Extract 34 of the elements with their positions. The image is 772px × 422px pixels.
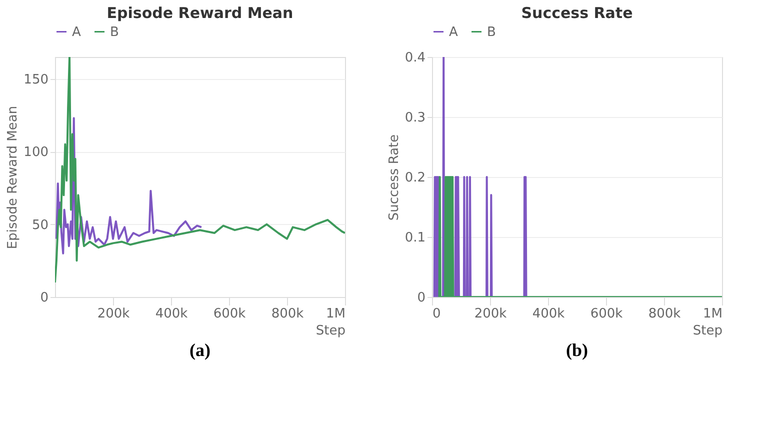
x-tick-label: 200k [474,306,508,322]
text: (b) [566,340,588,360]
legend-label: B [487,24,496,40]
y-tick-label: 0.3 [404,110,426,126]
text: (a) [190,340,210,360]
y-axis-title: Episode Reward Mean [6,106,21,250]
y-tick-label: 100 [24,145,48,160]
y-tick-label: 50 [32,218,48,233]
chart-title: Success Rate [521,4,633,22]
chart-title: Episode Reward Mean [106,4,294,22]
y-tick-label: 0.2 [404,170,426,186]
line-series [55,57,345,284]
x-axis-title: Step [692,324,722,338]
y-tick-label: 0 [417,290,426,306]
x-tick-label: 600k [213,306,246,322]
x-tick-label: 400k [532,306,566,322]
x-tick-label: 600k [590,306,624,322]
line-series [55,117,202,254]
y-axis-title: Success Rate [386,134,402,221]
legend-label: A [449,24,458,40]
x-tick-label: 1M [703,306,722,322]
x-axis-title: Step [316,324,346,338]
x-tick-label: 800k [648,306,682,322]
x-tick-label: 1M [326,306,346,322]
y-tick-label: 0 [40,290,48,306]
y-tick-label: 150 [24,72,48,88]
legend-label: A [72,24,81,40]
x-tick-label: 400k [155,306,188,322]
x-tick-label: 200k [97,306,130,322]
legend-label: B [110,24,119,40]
y-tick-label: 0.1 [404,230,426,246]
x-tick-label: 800k [271,306,304,322]
x-tick-label: 0 [432,306,441,322]
y-tick-label: 0.4 [404,50,426,66]
